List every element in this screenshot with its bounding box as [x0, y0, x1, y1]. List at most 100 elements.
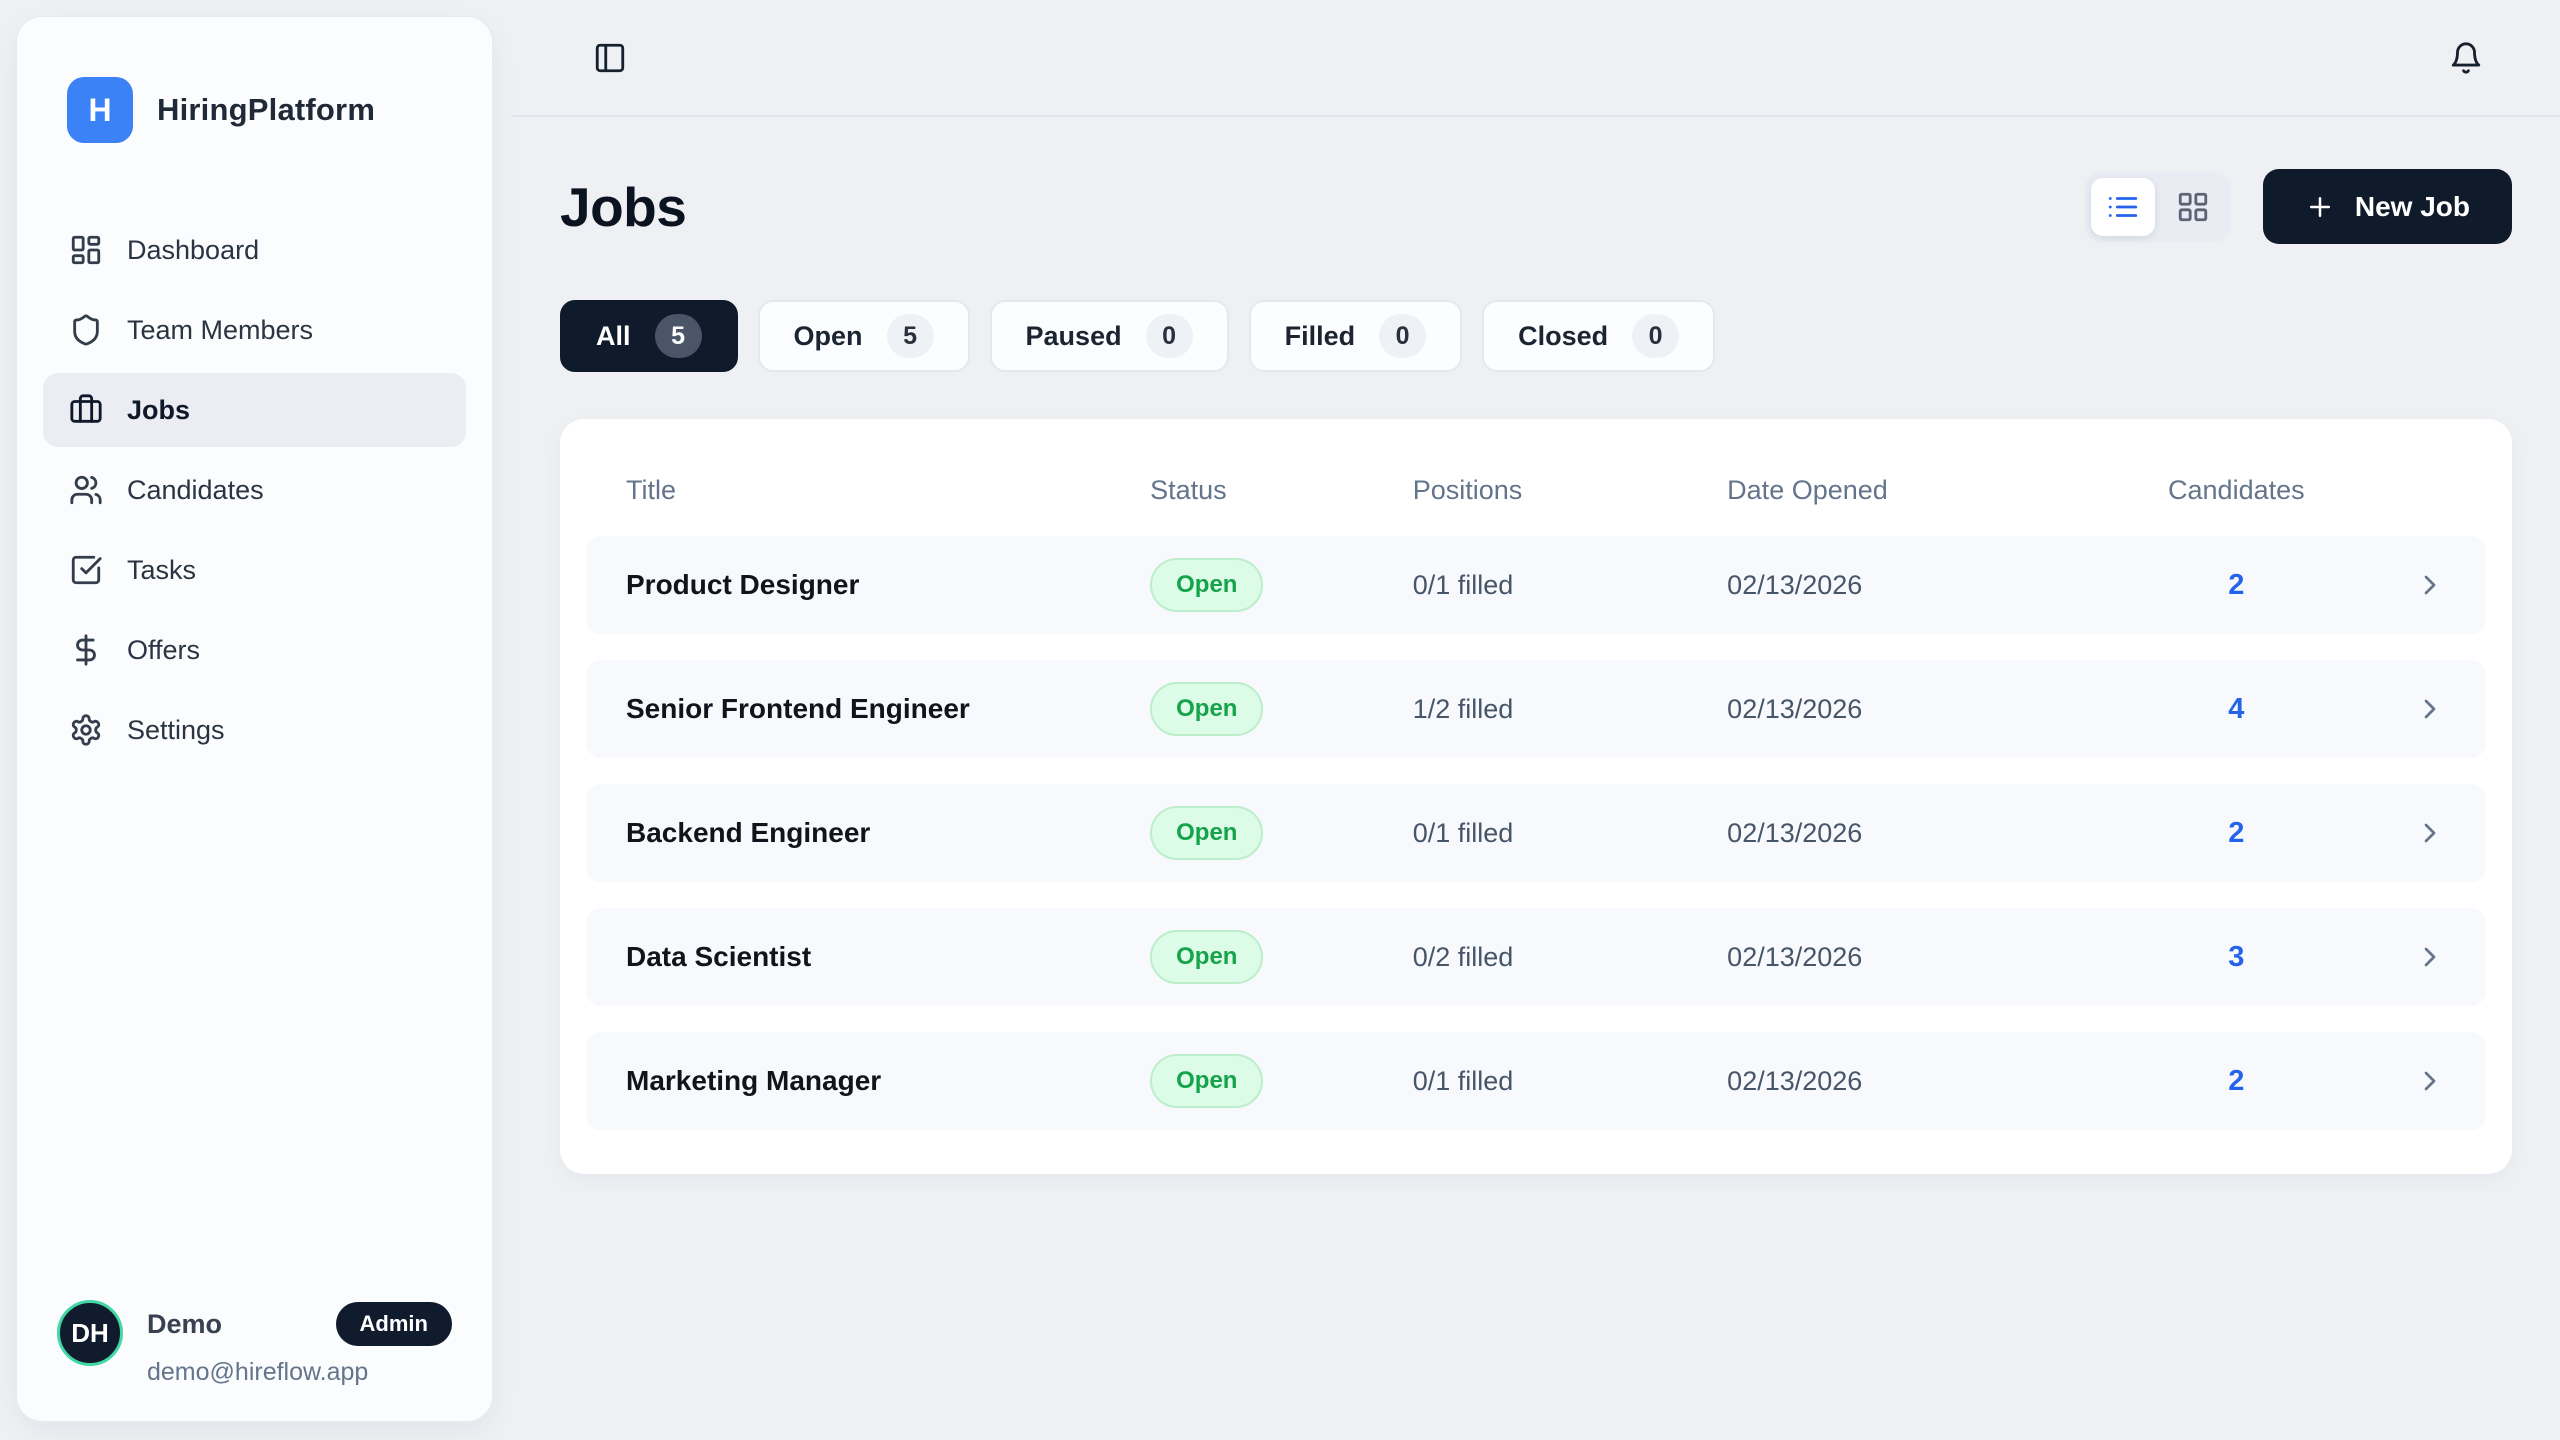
- grid-icon: [2176, 190, 2210, 224]
- list-icon: [2106, 190, 2140, 224]
- filter-tab-paused[interactable]: Paused 0: [989, 300, 1229, 372]
- filter-label: Open: [793, 320, 863, 351]
- main-area: Jobs: [493, 0, 2560, 1440]
- candidates-count[interactable]: 2: [2228, 568, 2245, 601]
- filter-label: Closed: [1518, 320, 1609, 351]
- app-logo: H: [67, 77, 133, 143]
- candidates-count[interactable]: 4: [2228, 692, 2245, 725]
- app-logo-letter: H: [88, 91, 112, 128]
- chevron-right-icon[interactable]: [2346, 817, 2446, 849]
- filter-tab-closed[interactable]: Closed 0: [1482, 300, 1716, 372]
- candidates-count[interactable]: 2: [2228, 1064, 2245, 1097]
- content: Jobs: [493, 117, 2560, 1174]
- table-row[interactable]: Data Scientist Open 0/2 filled 02/13/202…: [586, 908, 2486, 1006]
- user-email: demo@hireflow.app: [147, 1358, 369, 1386]
- date-opened-cell: 02/13/2026: [1727, 941, 1863, 972]
- filter-count-badge: 0: [1632, 314, 1680, 358]
- dollar-icon: [69, 633, 103, 667]
- job-title: Marketing Manager: [626, 1065, 882, 1096]
- app-brand: H HiringPlatform: [17, 17, 492, 143]
- filter-tab-filled[interactable]: Filled 0: [1248, 300, 1463, 372]
- candidates-count[interactable]: 3: [2228, 940, 2245, 973]
- filter-tab-open[interactable]: Open 5: [757, 300, 970, 372]
- positions-cell: 0/1 filled: [1412, 1065, 1514, 1096]
- user-info: Demo Admin demo@hireflow.app: [147, 1300, 452, 1387]
- job-title: Backend Engineer: [626, 817, 871, 848]
- sidebar-item-label: Candidates: [127, 474, 264, 505]
- sidebar-item-settings[interactable]: Settings: [43, 693, 466, 767]
- new-job-label: New Job: [2354, 190, 2470, 222]
- status-filter-tabs: All 5 Open 5 Paused 0 Filled 0 Closed 0: [560, 300, 2512, 372]
- positions-cell: 0/1 filled: [1412, 817, 1514, 848]
- date-opened-cell: 02/13/2026: [1727, 693, 1863, 724]
- status-badge: Open: [1150, 930, 1264, 984]
- table-row[interactable]: Marketing Manager Open 0/1 filled 02/13/…: [586, 1032, 2486, 1130]
- chevron-right-icon[interactable]: [2346, 941, 2446, 973]
- table-header: Title Status Positions Date Opened Candi…: [586, 445, 2486, 536]
- new-job-button[interactable]: New Job: [2262, 169, 2512, 244]
- list-view-button[interactable]: [2090, 177, 2155, 236]
- status-badge: Open: [1150, 682, 1264, 736]
- filter-count-badge: 5: [654, 314, 702, 358]
- job-title: Senior Frontend Engineer: [626, 693, 970, 724]
- jobs-table-card: Title Status Positions Date Opened Candi…: [560, 419, 2512, 1174]
- dashboard-icon: [69, 233, 103, 267]
- filter-label: Filled: [1284, 320, 1356, 351]
- job-title: Product Designer: [626, 569, 860, 600]
- job-title: Data Scientist: [626, 941, 812, 972]
- sidebar-item-label: Team Members: [127, 314, 314, 345]
- column-header-status: Status: [1150, 475, 1227, 505]
- sidebar-item-tasks[interactable]: Tasks: [43, 533, 466, 607]
- sidebar-item-label: Settings: [127, 714, 225, 745]
- users-icon: [69, 473, 103, 507]
- plus-icon: [2305, 192, 2335, 222]
- status-badge: Open: [1150, 1054, 1264, 1108]
- topbar: [511, 0, 2560, 117]
- panel-left-icon: [593, 41, 627, 75]
- sidebar-item-candidates[interactable]: Candidates: [43, 453, 466, 527]
- sidebar-item-jobs[interactable]: Jobs: [43, 373, 466, 447]
- check-square-icon: [69, 553, 103, 587]
- table-row[interactable]: Backend Engineer Open 0/1 filled 02/13/2…: [586, 784, 2486, 882]
- sidebar-item-label: Dashboard: [127, 234, 260, 265]
- column-header-positions: Positions: [1412, 475, 1523, 505]
- bell-icon: [2449, 41, 2483, 75]
- sidebar-item-label: Offers: [127, 634, 201, 665]
- sidebar-item-offers[interactable]: Offers: [43, 613, 466, 687]
- chevron-right-icon[interactable]: [2346, 569, 2446, 601]
- column-header-date-opened: Date Opened: [1727, 475, 1888, 505]
- sidebar-item-label: Tasks: [127, 554, 197, 585]
- user-profile: DH Demo Admin demo@hireflow.app: [57, 1300, 452, 1387]
- shield-icon: [69, 313, 103, 347]
- sidebar-item-team-members[interactable]: Team Members: [43, 293, 466, 367]
- status-badge: Open: [1150, 806, 1264, 860]
- page-title: Jobs: [560, 175, 687, 238]
- chevron-right-icon[interactable]: [2346, 1065, 2446, 1097]
- positions-cell: 0/2 filled: [1412, 941, 1514, 972]
- avatar: DH: [57, 1300, 123, 1366]
- filter-count-badge: 0: [1145, 314, 1193, 358]
- sidebar-toggle-button[interactable]: [589, 37, 631, 79]
- status-badge: Open: [1150, 558, 1264, 612]
- candidates-count[interactable]: 2: [2228, 816, 2245, 849]
- column-header-candidates: Candidates: [2168, 475, 2305, 505]
- date-opened-cell: 02/13/2026: [1727, 817, 1863, 848]
- app-name: HiringPlatform: [157, 92, 376, 127]
- filter-tab-all[interactable]: All 5: [560, 300, 738, 372]
- sidebar: H HiringPlatform Dashboard Team Members …: [16, 16, 493, 1422]
- grid-view-button[interactable]: [2161, 178, 2225, 236]
- table-row[interactable]: Product Designer Open 0/1 filled 02/13/2…: [586, 536, 2486, 634]
- chevron-right-icon[interactable]: [2346, 693, 2446, 725]
- sidebar-nav: Dashboard Team Members Jobs Candidates T…: [17, 213, 492, 767]
- sidebar-item-label: Jobs: [127, 394, 191, 425]
- user-name: Demo: [147, 1308, 223, 1339]
- sidebar-item-dashboard[interactable]: Dashboard: [43, 213, 466, 287]
- positions-cell: 1/2 filled: [1412, 693, 1514, 724]
- table-row[interactable]: Senior Frontend Engineer Open 1/2 filled…: [586, 660, 2486, 758]
- notifications-button[interactable]: [2445, 37, 2487, 79]
- column-header-title: Title: [626, 475, 677, 505]
- role-badge: Admin: [335, 1302, 452, 1346]
- positions-cell: 0/1 filled: [1412, 569, 1514, 600]
- filter-count-badge: 0: [1379, 314, 1427, 358]
- briefcase-icon: [69, 393, 103, 427]
